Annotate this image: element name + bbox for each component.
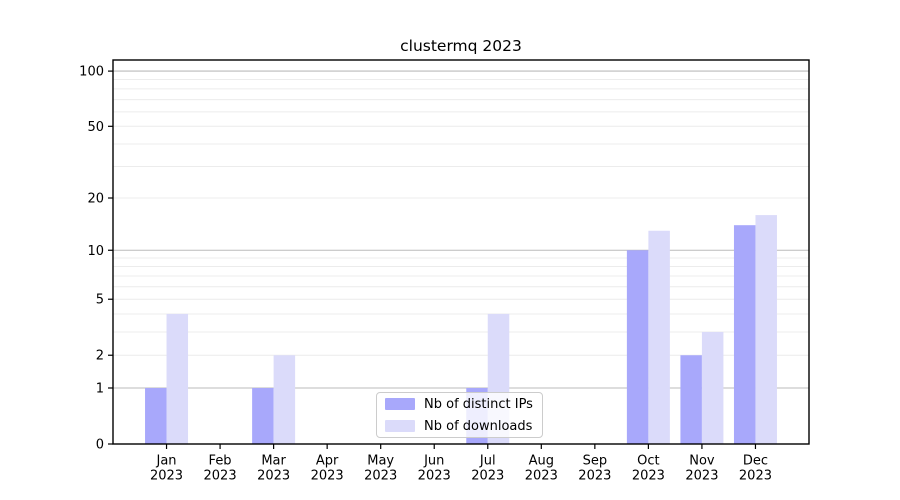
x-tick-label: Mar <box>261 454 286 469</box>
x-tick-year: 2023 <box>525 469 558 484</box>
x-tick-year: 2023 <box>150 469 183 484</box>
legend-label-distinct-ips: Nb of distinct IPs <box>424 396 533 412</box>
y-tick-label: 5 <box>96 293 104 308</box>
legend-item-downloads: Nb of downloads <box>385 417 542 436</box>
y-tick-label: 1 <box>96 381 104 396</box>
x-tick-label: Apr <box>316 454 339 469</box>
y-tick-label: 20 <box>87 192 104 207</box>
chart-title: clustermq 2023 <box>400 37 522 55</box>
x-tick-year: 2023 <box>204 469 237 484</box>
bar-nb-of-downloads-dec <box>755 215 777 444</box>
x-tick-label: Dec <box>743 454 768 469</box>
bar-nb-of-downloads-jan <box>166 313 189 444</box>
x-tick-label: Jan <box>156 454 177 469</box>
legend: Nb of distinct IPs Nb of downloads <box>376 392 543 438</box>
x-tick-label: Aug <box>529 454 554 469</box>
legend-swatch-distinct-ips <box>385 398 415 410</box>
x-tick-label: Nov <box>689 454 715 469</box>
bar-nb-of-distinct-ips-dec <box>733 225 756 444</box>
y-tick-label: 2 <box>96 349 104 364</box>
x-tick-year: 2023 <box>257 469 290 484</box>
y-tick-label: 0 <box>96 438 104 453</box>
x-tick-label: Jul <box>479 454 496 469</box>
x-tick-year: 2023 <box>632 469 665 484</box>
x-tick-label: Jun <box>423 454 444 469</box>
legend-item-distinct-ips: Nb of distinct IPs <box>385 395 542 414</box>
x-tick-year: 2023 <box>364 469 397 484</box>
bar-nb-of-distinct-ips-mar <box>252 387 274 444</box>
legend-swatch-downloads <box>385 420 415 432</box>
x-tick-year: 2023 <box>471 469 504 484</box>
x-tick-label: Sep <box>583 454 608 469</box>
legend-label-downloads: Nb of downloads <box>424 418 533 434</box>
bar-nb-of-distinct-ips-oct <box>626 250 649 444</box>
bar-nb-of-distinct-ips-jan <box>145 387 167 444</box>
x-tick-label: Oct <box>637 454 659 469</box>
y-tick-label: 100 <box>79 65 104 80</box>
bar-nb-of-downloads-mar <box>273 355 296 444</box>
x-tick-year: 2023 <box>739 469 772 484</box>
y-tick-label: 50 <box>87 120 104 135</box>
x-tick-year: 2023 <box>418 469 451 484</box>
x-tick-year: 2023 <box>578 469 611 484</box>
bar-nb-of-downloads-nov <box>701 331 724 444</box>
y-tick-label: 10 <box>87 244 104 259</box>
x-tick-label: May <box>367 454 394 469</box>
plot-border <box>112 59 810 445</box>
x-tick-label: Feb <box>209 454 232 469</box>
bar-nb-of-downloads-oct <box>648 230 670 444</box>
bar-nb-of-distinct-ips-nov <box>680 355 702 444</box>
x-tick-year: 2023 <box>311 469 344 484</box>
x-tick-year: 2023 <box>685 469 718 484</box>
